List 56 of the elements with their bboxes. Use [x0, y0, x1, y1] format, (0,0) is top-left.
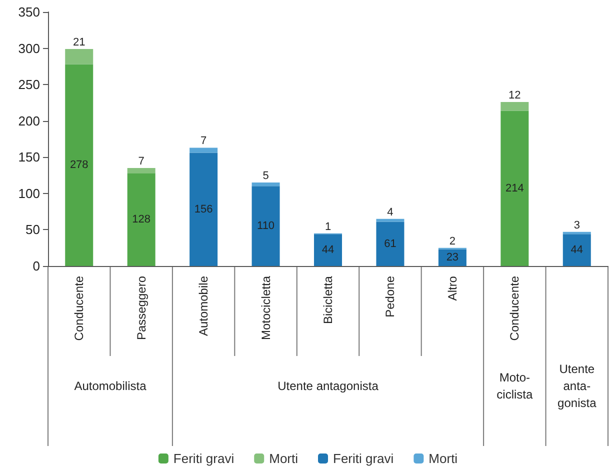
- text: Moto- ciclista: [496, 370, 533, 402]
- data-label: 1: [324, 220, 332, 233]
- bar: [65, 64, 94, 266]
- data-label: 5: [262, 170, 269, 182]
- data-label: 110: [257, 220, 275, 232]
- x-tick-label: Motocicletta: [258, 276, 273, 340]
- data-label: 2: [449, 235, 456, 248]
- data-label: 7: [138, 156, 144, 168]
- bar: [252, 182, 280, 186]
- data-label: 156: [194, 203, 213, 216]
- x-tick-label: Altro: [445, 276, 460, 301]
- data-label: 7: [200, 135, 207, 148]
- y-tick-label: 350: [18, 4, 40, 20]
- y-tick-label: 100: [18, 186, 40, 201]
- bar: [376, 222, 404, 266]
- bar: [127, 168, 156, 174]
- x-tick-label: Passeggero: [134, 276, 148, 340]
- data-label: 214: [505, 182, 524, 194]
- y-tick-label: 300: [18, 40, 40, 56]
- data-label: 128: [132, 214, 151, 226]
- bar: [127, 173, 156, 266]
- bar: [252, 186, 280, 266]
- bar: [314, 234, 342, 266]
- text: Automobilista: [74, 379, 147, 393]
- data-label: 21: [72, 36, 86, 49]
- bar: [500, 110, 529, 266]
- data-label: 3: [574, 219, 580, 232]
- legend-label: Feriti gravi: [173, 451, 234, 466]
- y-tick-label: 50: [26, 222, 40, 238]
- bar: [500, 102, 529, 111]
- text: Utente antagonista: [278, 379, 379, 393]
- data-label: 61: [384, 238, 396, 250]
- data-label: 44: [570, 244, 584, 256]
- data-label: 12: [508, 89, 521, 102]
- bar: [65, 49, 94, 64]
- x-tick-label: Automobile: [196, 276, 211, 336]
- x-tick-label: Conducente: [508, 276, 522, 341]
- x-tick-label: Pedone: [383, 276, 398, 318]
- data-label: 4: [387, 206, 394, 218]
- bar: [562, 232, 591, 234]
- data-label: 44: [322, 244, 334, 256]
- bar: [562, 234, 591, 266]
- y-tick-label: 250: [18, 77, 40, 92]
- x-tick-label: Bicicletta: [321, 276, 335, 324]
- legend-label: Morti: [269, 451, 298, 466]
- legend-label: Feriti gravi: [333, 451, 394, 466]
- bar: [190, 152, 218, 266]
- y-tick-label: 150: [18, 150, 40, 165]
- y-tick-label: 200: [18, 113, 40, 128]
- text: Utente anta- gonista: [558, 362, 597, 410]
- bar: [190, 148, 218, 153]
- data-label: 23: [446, 252, 459, 264]
- x-tick-label: Conducente: [72, 276, 86, 341]
- legend-label: Morti: [428, 451, 458, 466]
- y-tick-label: 0: [32, 258, 40, 274]
- data-label: 278: [70, 159, 88, 172]
